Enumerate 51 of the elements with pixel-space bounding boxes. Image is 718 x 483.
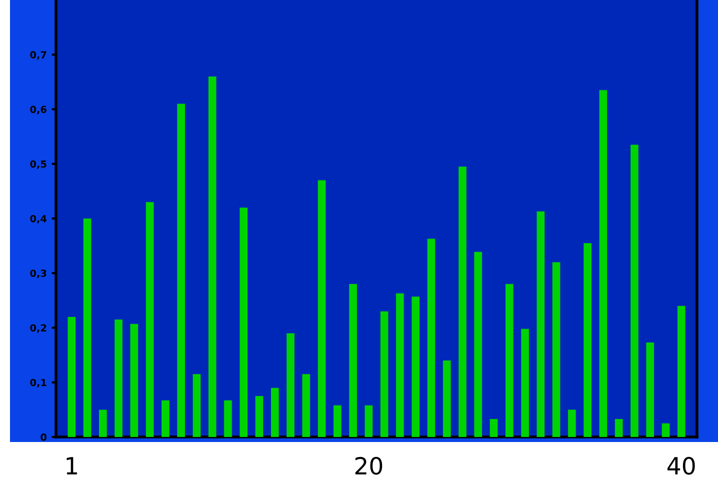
bar [130,324,138,437]
bar [83,218,92,437]
x-tick-label: 40 [668,456,695,475]
y-tick-label: 0,1 [30,378,46,388]
bar [240,208,248,437]
bar [662,423,670,437]
bar [68,316,76,437]
bar [505,284,514,437]
bar [536,211,545,437]
bar [396,293,404,437]
bar [349,284,357,437]
bar [302,374,310,437]
bar [192,374,201,437]
bar [286,333,294,437]
x-tick-label: 1 [66,457,77,474]
bar [474,252,482,437]
bar [427,238,436,437]
bar [334,405,342,437]
bar [646,342,654,437]
bar [364,405,373,437]
bar [568,410,576,437]
y-tick-label: 0,3 [30,270,46,278]
bar [177,104,185,437]
bar [208,76,216,437]
bar [98,410,107,437]
bar [270,388,279,437]
bar [599,90,608,437]
y-tick-label: 0 [40,433,47,441]
bar [255,396,264,437]
bar [114,320,122,437]
bar [458,166,466,437]
bar [318,180,326,437]
y-tick-label: 0,5 [30,160,46,169]
bar [630,144,638,437]
y-tick-label: 0,4 [30,214,47,224]
bar [162,400,170,437]
bar [490,418,498,437]
y-tick-label: 0,2 [30,324,46,333]
bar [146,202,154,437]
bar [521,328,529,437]
bar [677,306,686,437]
bar [584,243,592,437]
bar [412,296,420,437]
bar [442,360,451,437]
bar [552,262,560,437]
y-tick-label: 0,7 [30,51,46,60]
x-tick-label: 20 [355,456,382,475]
y-tick-label: 0,6 [30,106,46,114]
bar [380,311,388,437]
bar [614,418,623,437]
bar [224,400,232,437]
